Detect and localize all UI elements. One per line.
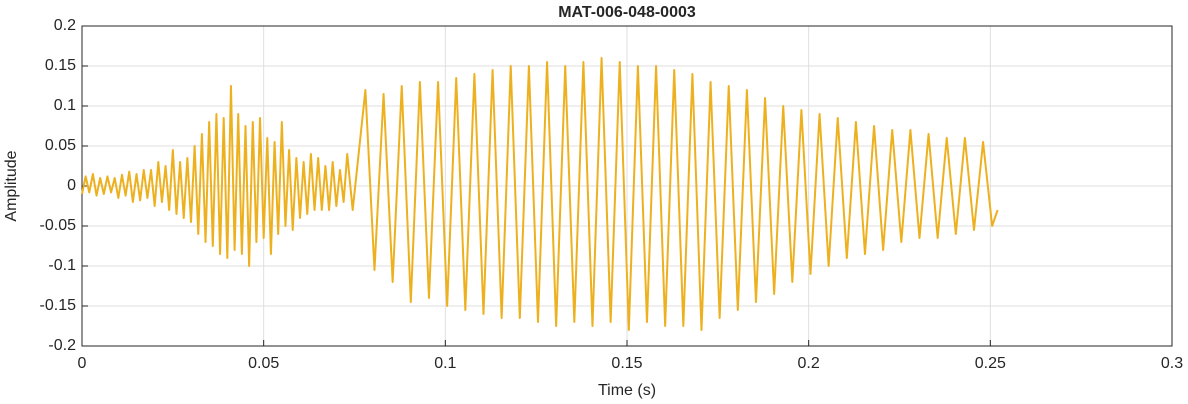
y-tick-label: -0.1 [48,257,76,274]
x-tick-label: 0.2 [798,355,820,372]
y-axis-label: Amplitude [3,150,20,221]
y-tick-label: 0.2 [54,17,76,34]
y-tick-label: 0.15 [45,57,76,74]
y-tick-label: -0.05 [40,217,77,234]
y-tick-label: 0.1 [54,97,76,114]
y-tick-label: -0.2 [48,337,76,354]
y-tick-label: -0.15 [40,297,77,314]
waveform-line [81,57,999,331]
x-tick-label: 0.3 [1161,355,1183,372]
x-axis-label: Time (s) [598,382,656,399]
x-tick-label: 0.1 [434,355,456,372]
chart-title: MAT-006-048-0003 [558,4,696,21]
y-tick-label: 0 [67,177,76,194]
plot-frame [81,25,1173,347]
x-tick-label: 0.15 [611,355,642,372]
y-tick-label: 0.05 [45,137,76,154]
x-tick-label: 0 [78,355,87,372]
x-tick-label: 0.25 [975,355,1006,372]
x-tick-label: 0.05 [248,355,279,372]
